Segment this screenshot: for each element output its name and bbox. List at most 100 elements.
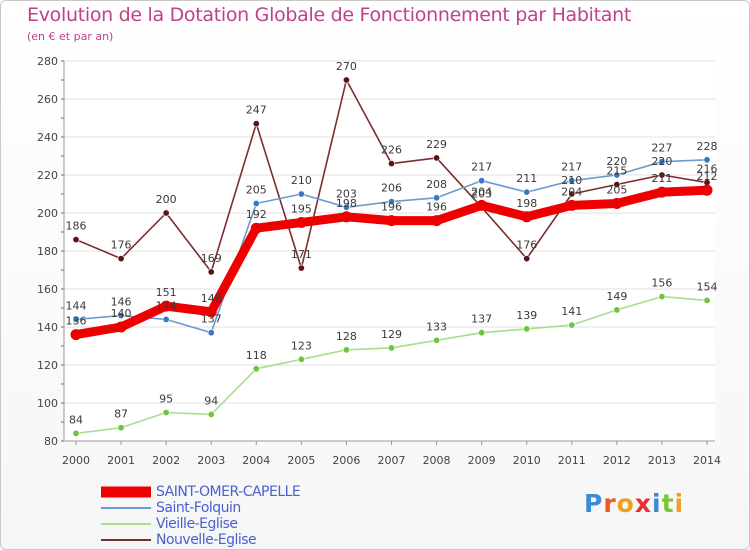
- data-point: [521, 211, 533, 223]
- x-tick-label: 2011: [558, 454, 586, 467]
- data-point: [701, 184, 713, 196]
- data-point: [72, 315, 80, 323]
- data-label: 148: [201, 292, 222, 305]
- x-tick-label: 2005: [287, 454, 315, 467]
- logo-letter: x: [634, 489, 652, 518]
- data-label: 169: [201, 252, 222, 265]
- data-point: [658, 158, 666, 166]
- data-point: [523, 188, 531, 196]
- data-point: [478, 329, 486, 337]
- data-point: [117, 255, 125, 263]
- y-tick-label: 280: [37, 55, 58, 68]
- legend-item: SAINT-OMER-CAPELLE: [101, 484, 461, 500]
- data-label: 129: [381, 328, 402, 341]
- data-label: 210: [561, 174, 582, 187]
- data-point: [117, 312, 125, 320]
- x-tick-label: 2003: [197, 454, 225, 467]
- legend: SAINT-OMER-CAPELLE Saint-Folquin Vieille…: [101, 484, 461, 548]
- logo-letter: i: [652, 489, 662, 518]
- y-tick-label: 120: [37, 359, 58, 372]
- data-label: 156: [651, 277, 672, 290]
- data-label: 140: [111, 307, 132, 320]
- data-label: 205: [246, 184, 267, 197]
- legend-item: Vieille-Eglise: [101, 516, 461, 532]
- data-point: [252, 200, 260, 208]
- data-label: 200: [156, 193, 177, 206]
- data-point: [476, 199, 488, 211]
- data-label: 137: [201, 313, 222, 326]
- data-label: 136: [66, 315, 87, 328]
- data-point: [297, 355, 305, 363]
- data-label: 176: [111, 239, 132, 252]
- logo-letter: i: [674, 489, 685, 518]
- proxiti-logo: Proxiti: [584, 489, 684, 518]
- data-label: 84: [69, 413, 83, 426]
- data-point: [115, 321, 127, 333]
- data-point: [431, 215, 443, 227]
- data-label: 149: [606, 290, 627, 303]
- data-point: [387, 198, 395, 206]
- x-tick-label: 2009: [468, 454, 496, 467]
- data-point: [658, 171, 666, 179]
- data-point: [613, 181, 621, 189]
- data-point: [162, 315, 170, 323]
- data-label: 215: [606, 165, 627, 178]
- data-label: 176: [516, 239, 537, 252]
- data-point: [72, 236, 80, 244]
- data-label: 133: [426, 320, 447, 333]
- data-point: [342, 76, 350, 84]
- data-point: [656, 186, 668, 198]
- data-point: [205, 306, 217, 318]
- data-point: [207, 410, 215, 418]
- x-tick-label: 2001: [107, 454, 135, 467]
- data-point: [207, 329, 215, 337]
- data-label: 227: [651, 142, 672, 155]
- data-point: [342, 346, 350, 354]
- data-point: [340, 211, 352, 223]
- legend-swatch: [101, 523, 151, 525]
- data-label: 94: [204, 394, 218, 407]
- data-label: 212: [697, 170, 718, 183]
- legend-label: Vieille-Eglise: [156, 516, 238, 532]
- y-tick-label: 200: [37, 207, 58, 220]
- data-point: [162, 209, 170, 217]
- legend-swatch: [101, 507, 151, 509]
- chart-subtitle: (en € et par an): [27, 30, 114, 43]
- data-point: [523, 325, 531, 333]
- data-label: 123: [291, 339, 312, 352]
- data-label: 204: [471, 185, 492, 198]
- data-label: 195: [291, 203, 312, 216]
- data-label: 247: [246, 104, 267, 117]
- data-label: 206: [381, 182, 402, 195]
- data-point: [297, 190, 305, 198]
- data-label: 217: [471, 161, 492, 174]
- x-tick-label: 2012: [603, 454, 631, 467]
- y-tick-label: 240: [37, 131, 58, 144]
- data-point: [433, 336, 441, 344]
- data-label: 205: [606, 184, 627, 197]
- data-label: 220: [606, 155, 627, 168]
- data-label: 210: [291, 174, 312, 187]
- y-tick-label: 220: [37, 169, 58, 182]
- y-tick-label: 100: [37, 397, 58, 410]
- data-point: [252, 365, 260, 373]
- data-point: [568, 177, 576, 185]
- data-point: [566, 199, 578, 211]
- x-tick-label: 2006: [332, 454, 360, 467]
- data-label: 186: [66, 220, 87, 233]
- logo-letter: o: [616, 489, 635, 518]
- chart-title: Evolution de la Dotation Globale de Fonc…: [27, 4, 632, 26]
- y-tick-label: 180: [37, 245, 58, 258]
- data-label: 208: [426, 178, 447, 191]
- data-point: [252, 120, 260, 128]
- data-label: 146: [111, 296, 132, 309]
- data-label: 144: [66, 299, 87, 312]
- data-label: 211: [651, 172, 672, 185]
- legend-item: Nouvelle-Eglise: [101, 532, 461, 548]
- x-tick-label: 2014: [693, 454, 721, 467]
- data-label: 203: [471, 187, 492, 200]
- legend-item: Saint-Folquin: [101, 500, 461, 516]
- data-point: [295, 217, 307, 228]
